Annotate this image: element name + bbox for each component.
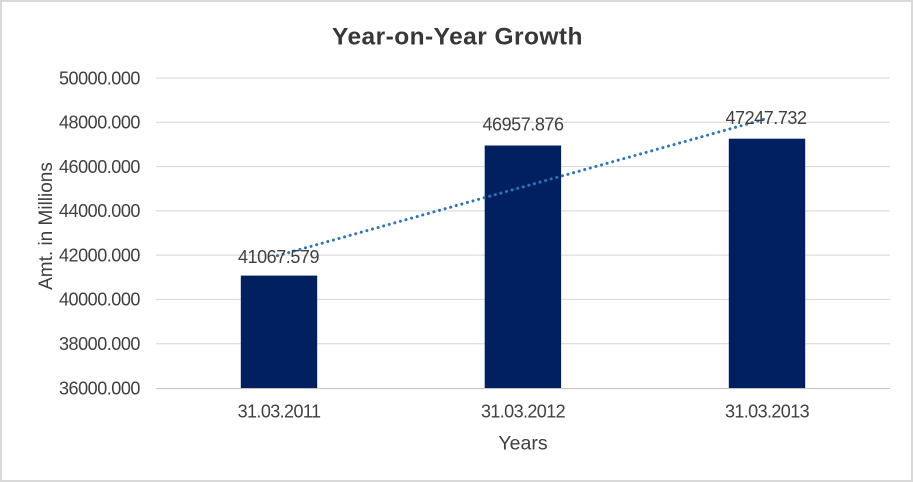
svg-text:38000.000: 38000.000 bbox=[59, 334, 140, 354]
svg-text:31.03.2013: 31.03.2013 bbox=[725, 402, 810, 422]
svg-text:31.03.2012: 31.03.2012 bbox=[481, 402, 566, 422]
svg-text:Amt. in Millions: Amt. in Millions bbox=[36, 162, 57, 290]
svg-text:48000.000: 48000.000 bbox=[59, 113, 140, 133]
svg-text:40000.000: 40000.000 bbox=[59, 290, 140, 310]
svg-text:44000.000: 44000.000 bbox=[59, 201, 140, 221]
svg-text:46000.000: 46000.000 bbox=[59, 157, 140, 177]
svg-text:42000.000: 42000.000 bbox=[59, 245, 140, 265]
svg-text:47247.732: 47247.732 bbox=[725, 108, 806, 128]
svg-text:Year-on-Year Growth: Year-on-Year Growth bbox=[332, 24, 583, 51]
svg-text:50000.000: 50000.000 bbox=[59, 68, 140, 88]
svg-text:31.03.2011: 31.03.2011 bbox=[238, 402, 321, 422]
svg-text:Years: Years bbox=[498, 433, 547, 455]
svg-text:36000.000: 36000.000 bbox=[59, 378, 140, 398]
svg-text:41067.579: 41067.579 bbox=[238, 247, 319, 267]
svg-text:46957.876: 46957.876 bbox=[482, 115, 563, 135]
